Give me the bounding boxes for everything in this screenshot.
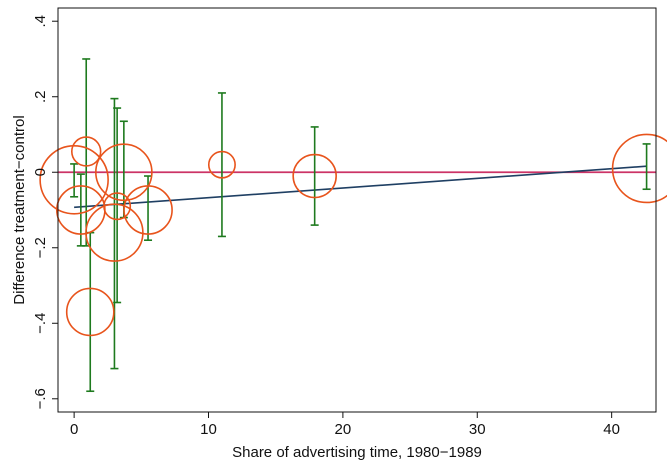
data-point-11 [611, 133, 667, 204]
marker-layer [39, 133, 667, 337]
y-tick-label-4: .2 [32, 90, 49, 103]
x-tick-label-40: 40 [603, 421, 620, 438]
x-tick-label-30: 30 [469, 421, 486, 438]
x-tick-layer: 0 10 20 30 40 [70, 412, 620, 438]
x-tick-label-20: 20 [335, 421, 352, 438]
y-tick-label-0: −.6 [32, 388, 49, 409]
x-tick-label-10: 10 [200, 421, 217, 438]
y-tick-label-5: .4 [32, 15, 49, 28]
y-tick-label-3: 0 [32, 168, 49, 176]
plot-frame [57, 7, 657, 413]
data-point-9 [207, 150, 236, 179]
y-tick-layer: −.6 −.4 −.2 0 .2 .4 [32, 15, 58, 409]
error-bar-layer [70, 58, 651, 393]
data-point-1 [39, 144, 109, 215]
data-point-10 [292, 153, 337, 199]
y-tick-label-1: −.4 [32, 313, 49, 334]
data-point-3 [70, 136, 102, 167]
data-point-8 [123, 185, 173, 235]
data-point-7 [95, 143, 153, 202]
frame-layer [57, 7, 657, 413]
y-axis-title: Difference treatment−control [11, 115, 28, 304]
data-point-5 [85, 203, 144, 262]
x-tick-label-0: 0 [70, 421, 78, 438]
y-tick-label-2: −.2 [32, 237, 49, 258]
data-point-6 [103, 192, 132, 221]
x-axis-title: Share of advertising time, 1980−1989 [232, 444, 482, 461]
data-point-4 [65, 287, 115, 337]
